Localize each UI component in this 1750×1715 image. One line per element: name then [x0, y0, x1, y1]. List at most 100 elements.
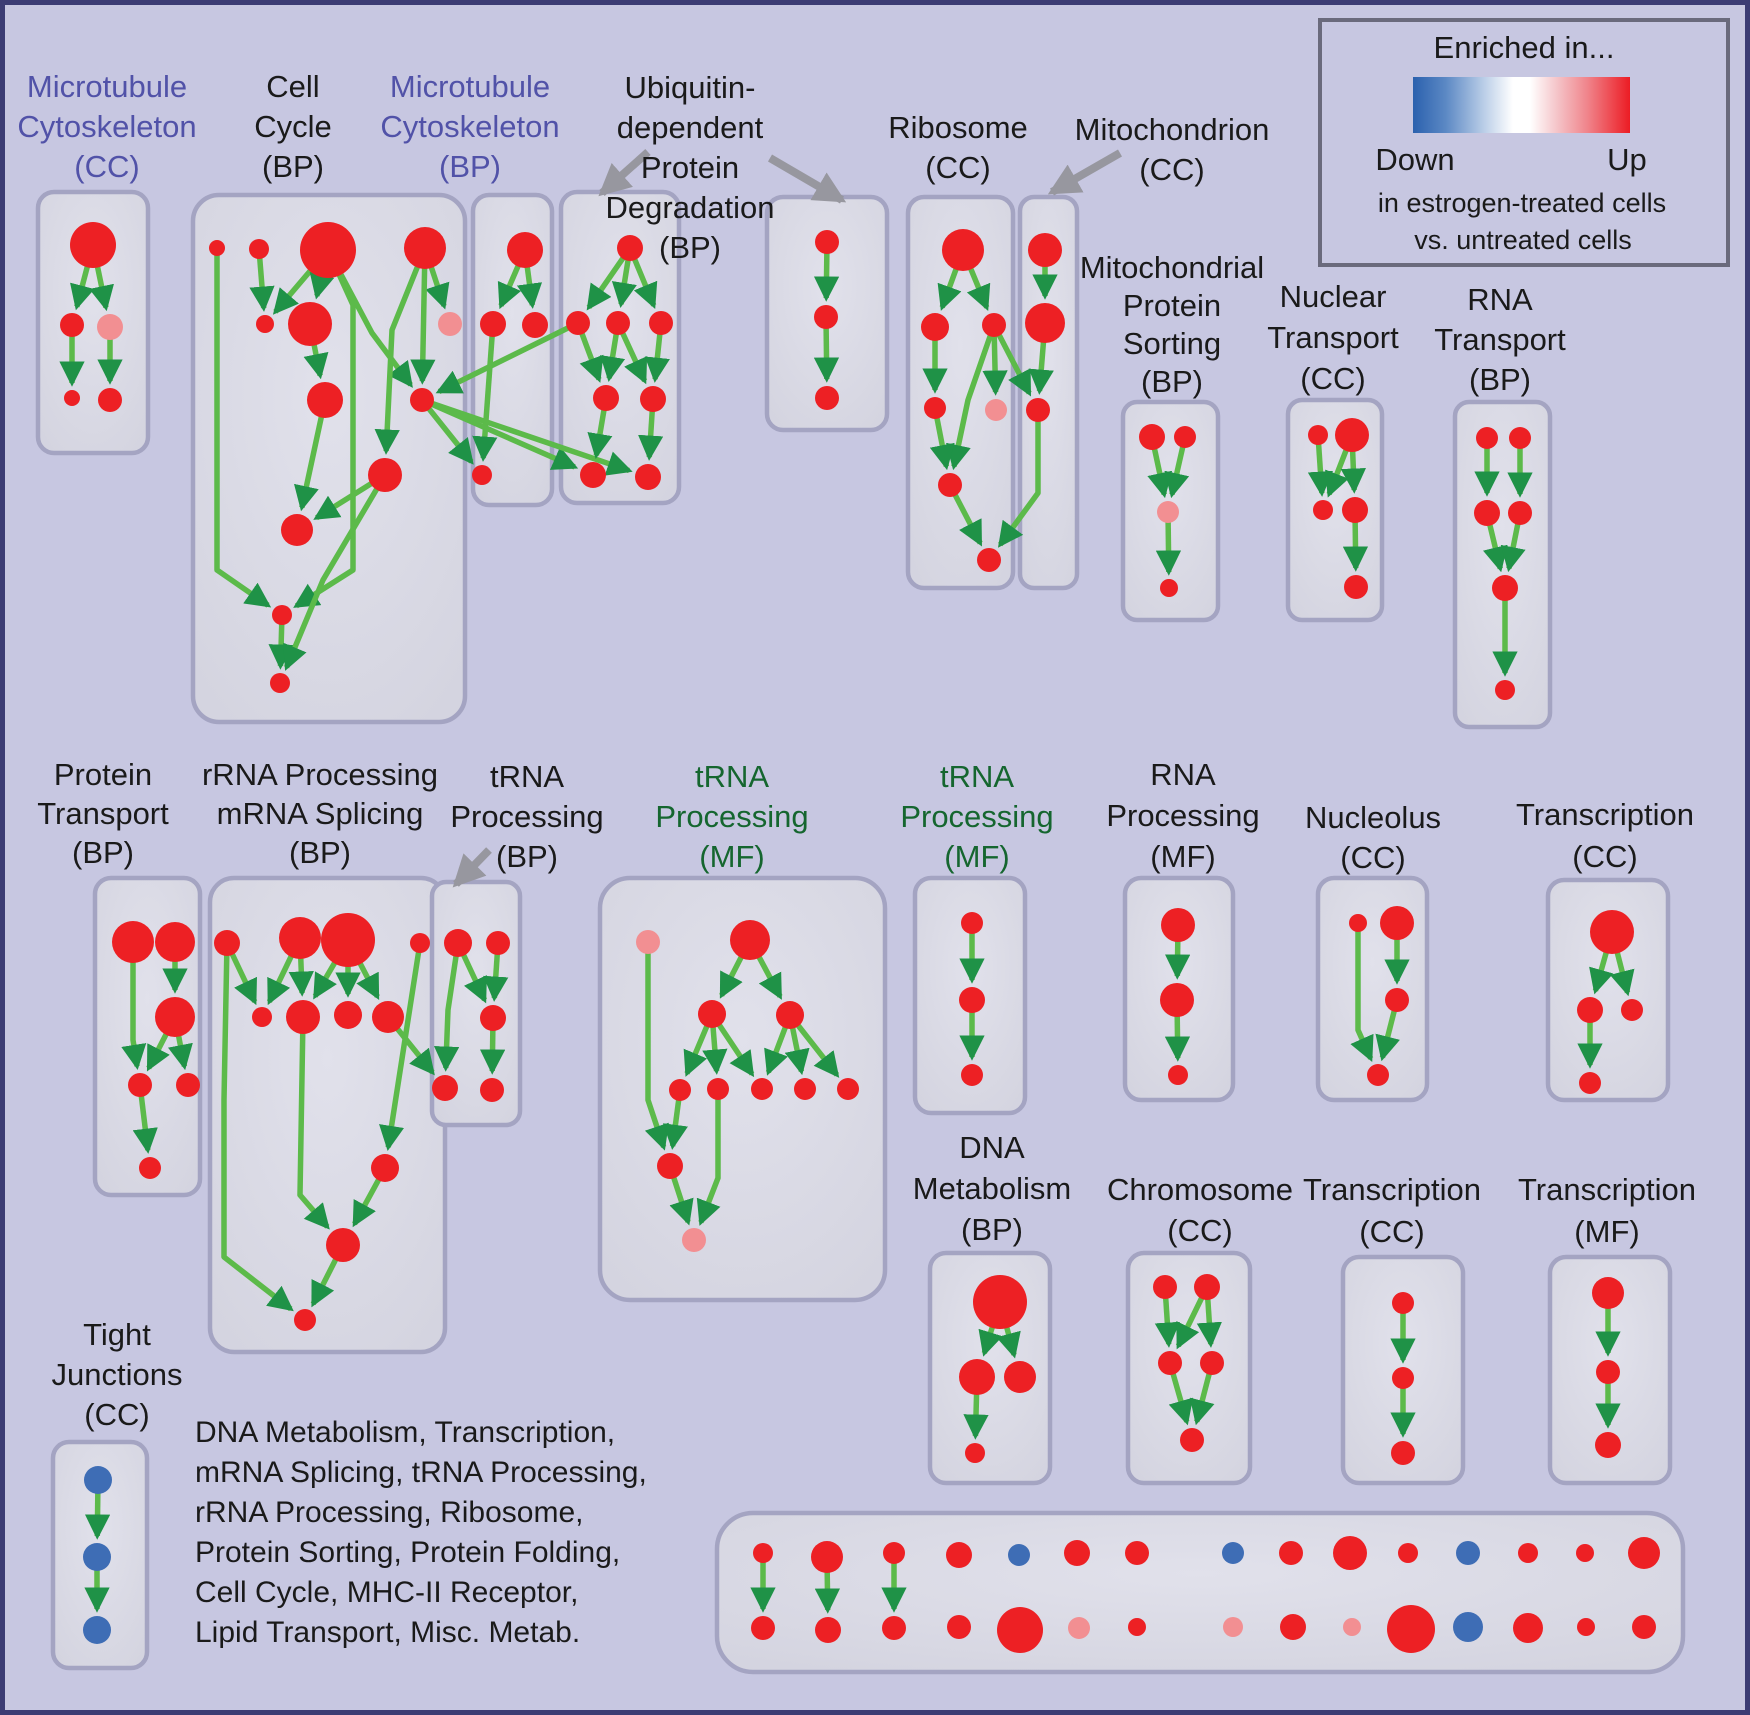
- go-term-node-red-dna-metabolism: [1004, 1361, 1036, 1393]
- go-term-node-red-transcription-mf: [1592, 1277, 1624, 1309]
- go-term-node-red-mito-protein-sorting: [1160, 579, 1178, 597]
- edge-trna-processing-mf-1: [696, 1089, 721, 1226]
- cluster-box-microtubule-cc: [35, 189, 151, 456]
- go-term-node-red-mixed-terms: [1576, 1544, 1594, 1562]
- go-term-node-red-nuclear-transport: [1344, 575, 1368, 599]
- go-term-node-red-nucleolus: [1380, 906, 1414, 940]
- go-term-node-red-rna-processing-mf: [1168, 1065, 1188, 1085]
- go-term-node-red-ribosome: [924, 397, 946, 419]
- group-label-cell-cycle: Cell Cycle (BP): [254, 69, 332, 184]
- group-label-tight-junctions: Tight Junctions (CC): [52, 1317, 183, 1432]
- edge-mitochondrion: [997, 410, 1041, 548]
- go-term-node-red-dna-metabolism: [965, 1443, 985, 1463]
- go-term-node-red-trna-processing-mf-1: [837, 1078, 859, 1100]
- go-term-node-red-ubiquitin-degradation-1: [635, 464, 661, 490]
- go-term-node-blue-tight-junctions: [84, 1466, 112, 1494]
- go-term-node-red-microtubule-cc: [98, 388, 122, 412]
- group-label-trna-processing-bp: tRNA Processing (BP): [450, 759, 603, 874]
- group-label-trna-processing-mf-2: tRNA Processing (MF): [900, 759, 1053, 874]
- go-term-node-red-ribosome: [921, 313, 949, 341]
- group-label-chromosome: Chromosome (CC): [1107, 1172, 1293, 1248]
- group-label-mitochondrion: Mitochondrion (CC): [1075, 112, 1270, 187]
- go-term-node-red-rrna-mrna: [286, 1000, 320, 1034]
- go-term-node-red-microtubule-bp: [507, 232, 543, 268]
- go-term-node-red-mito-protein-sorting: [1174, 426, 1196, 448]
- go-term-node-red-nuclear-transport: [1342, 497, 1368, 523]
- edge-trna-processing-mf-1: [644, 942, 669, 1151]
- go-term-node-blue-mixed-terms: [1222, 1542, 1244, 1564]
- go-term-node-red-trna-processing-bp: [432, 1075, 458, 1101]
- go-term-node-red-ubiquitin-degradation-1: [649, 311, 673, 335]
- edge-cell-cycle: [294, 399, 328, 512]
- go-term-node-blue-tight-junctions: [83, 1616, 111, 1644]
- go-term-node-red-rna-transport: [1474, 500, 1500, 526]
- edge-rrna-mrna: [221, 942, 294, 1312]
- group-label-transcription-cc-2: Transcription (CC): [1303, 1172, 1481, 1249]
- go-term-node-red-ubiquitin-degradation-1: [640, 386, 666, 412]
- go-term-node-red-microtubule-cc: [70, 222, 116, 268]
- go-term-node-red-ubiquitin-degradation-1: [580, 462, 606, 488]
- legend-title: Enriched in...: [1434, 30, 1615, 65]
- go-term-node-red-transcription-cc-2: [1391, 1441, 1415, 1465]
- group-label-rna-transport: RNA Transport (BP): [1434, 282, 1566, 397]
- group-label-dna-metabolism: DNA Metabolism (BP): [913, 1130, 1072, 1247]
- go-term-node-red-protein-transport: [176, 1073, 200, 1097]
- go-term-node-red-nuclear-transport: [1335, 418, 1369, 452]
- legend-box: [1318, 18, 1730, 267]
- go-term-node-red-cell-cycle: [270, 673, 290, 693]
- go-term-node-red-dna-metabolism: [959, 1359, 995, 1395]
- go-term-node-red-mixed-terms: [1064, 1540, 1090, 1566]
- edge-cell-cycle: [435, 320, 580, 395]
- go-term-node-red-ribosome: [942, 229, 984, 271]
- go-term-node-red-trna-processing-bp: [480, 1078, 504, 1102]
- go-term-node-red-cell-cycle: [288, 302, 332, 346]
- go-term-node-red-mixed-terms: [1280, 1614, 1306, 1640]
- go-term-node-red-chromosome: [1153, 1275, 1177, 1299]
- legend-down-label: Down: [1375, 142, 1454, 177]
- edge-cell-cycle: [283, 473, 388, 671]
- legend-subtitle-line2: vs. untreated cells: [1414, 225, 1632, 255]
- go-term-node-red-ubiquitin-degradation-2: [815, 386, 839, 410]
- go-term-node-red-rna-transport: [1492, 575, 1518, 601]
- go-term-node-red-chromosome: [1200, 1351, 1224, 1375]
- go-term-node-red-mixed-terms: [946, 1542, 972, 1568]
- go-term-node-pink-mito-protein-sorting: [1157, 501, 1179, 523]
- go-term-node-red-rrna-mrna: [252, 1007, 272, 1027]
- go-term-node-red-ubiquitin-degradation-1: [617, 235, 643, 261]
- group-label-microtubule-cc: Microtubule Cytoskeleton (CC): [17, 69, 196, 184]
- group-label-trna-processing-mf-1: tRNA Processing (MF): [655, 759, 808, 874]
- go-term-node-red-mitochondrion: [1026, 398, 1050, 422]
- label-pointer-arrow-trna-bp: [452, 847, 492, 888]
- go-term-node-red-mixed-terms: [811, 1541, 843, 1573]
- go-term-node-pink-mixed-terms: [1343, 1618, 1361, 1636]
- group-label-nuclear-transport: Nuclear Transport (CC): [1267, 279, 1399, 396]
- go-term-node-red-rna-transport: [1495, 680, 1515, 700]
- go-term-node-pink-trna-processing-mf-1: [682, 1228, 706, 1252]
- go-term-node-red-ubiquitin-degradation-1: [566, 311, 590, 335]
- cluster-box-rna-transport: [1452, 399, 1553, 730]
- go-term-node-red-mixed-terms: [883, 1542, 905, 1564]
- go-term-node-red-ubiquitin-degradation-1: [606, 311, 630, 335]
- edge-ribosome: [946, 324, 997, 471]
- go-term-node-red-rrna-mrna: [372, 1001, 404, 1033]
- go-term-node-red-mixed-terms: [751, 1616, 775, 1640]
- go-term-node-red-chromosome: [1194, 1274, 1220, 1300]
- go-term-node-red-mixed-terms: [1128, 1618, 1146, 1636]
- go-term-node-red-mitochondrion: [1025, 303, 1065, 343]
- cluster-box-trna-processing-mf-1: [597, 875, 888, 1303]
- go-term-node-red-nucleolus: [1349, 914, 1367, 932]
- go-term-node-red-trna-processing-mf-1: [657, 1153, 683, 1179]
- go-term-node-pink-mixed-terms: [1068, 1617, 1090, 1639]
- group-label-nucleolus: Nucleolus (CC): [1305, 800, 1441, 875]
- edge-rrna-mrna: [379, 942, 423, 1151]
- go-term-node-red-microtubule-bp: [480, 311, 506, 337]
- group-label-microtubule-bp: Microtubule Cytoskeleton (BP): [380, 69, 559, 184]
- go-term-node-red-mixed-terms: [1577, 1618, 1595, 1636]
- go-term-node-red-cell-cycle: [209, 240, 225, 256]
- legend-gradient-bar: [1413, 77, 1630, 133]
- go-term-node-red-trna-processing-mf-1: [751, 1078, 773, 1100]
- go-term-node-red-mitochondrion: [1028, 233, 1062, 267]
- go-term-node-pink-microtubule-cc: [97, 314, 123, 340]
- go-term-node-red-transcription-mf: [1595, 1432, 1621, 1458]
